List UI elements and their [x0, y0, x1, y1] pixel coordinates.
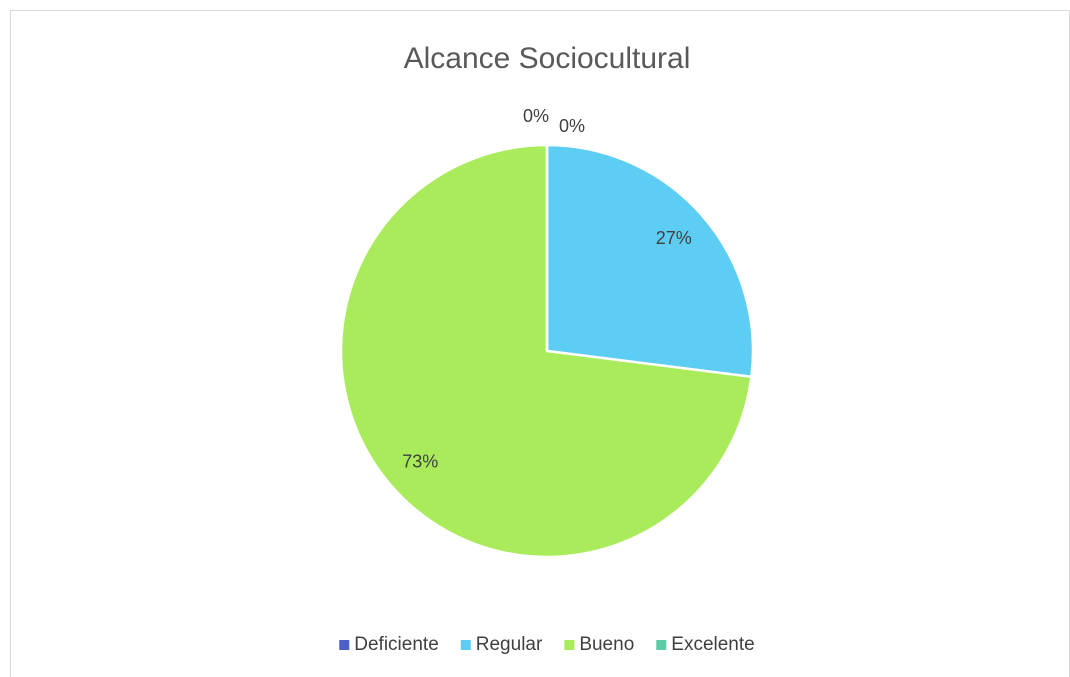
legend-swatch — [656, 640, 667, 650]
legend-swatch — [339, 640, 350, 650]
chart-title: Alcance Sociocultural — [404, 42, 691, 75]
data-label: 73% — [402, 451, 438, 471]
data-label: 0% — [559, 116, 585, 136]
data-label: 0% — [523, 106, 549, 126]
data-label: 27% — [656, 228, 692, 248]
legend: Deficiente Regular Bueno Excelente — [339, 634, 755, 655]
legend-label: Bueno — [579, 634, 634, 655]
legend-label: Excelente — [671, 634, 754, 655]
legend-swatch — [460, 640, 471, 650]
legend-label: Deficiente — [354, 634, 439, 655]
legend-label: Regular — [476, 634, 543, 655]
legend-swatch — [564, 640, 575, 650]
pie-slice — [545, 143, 755, 379]
